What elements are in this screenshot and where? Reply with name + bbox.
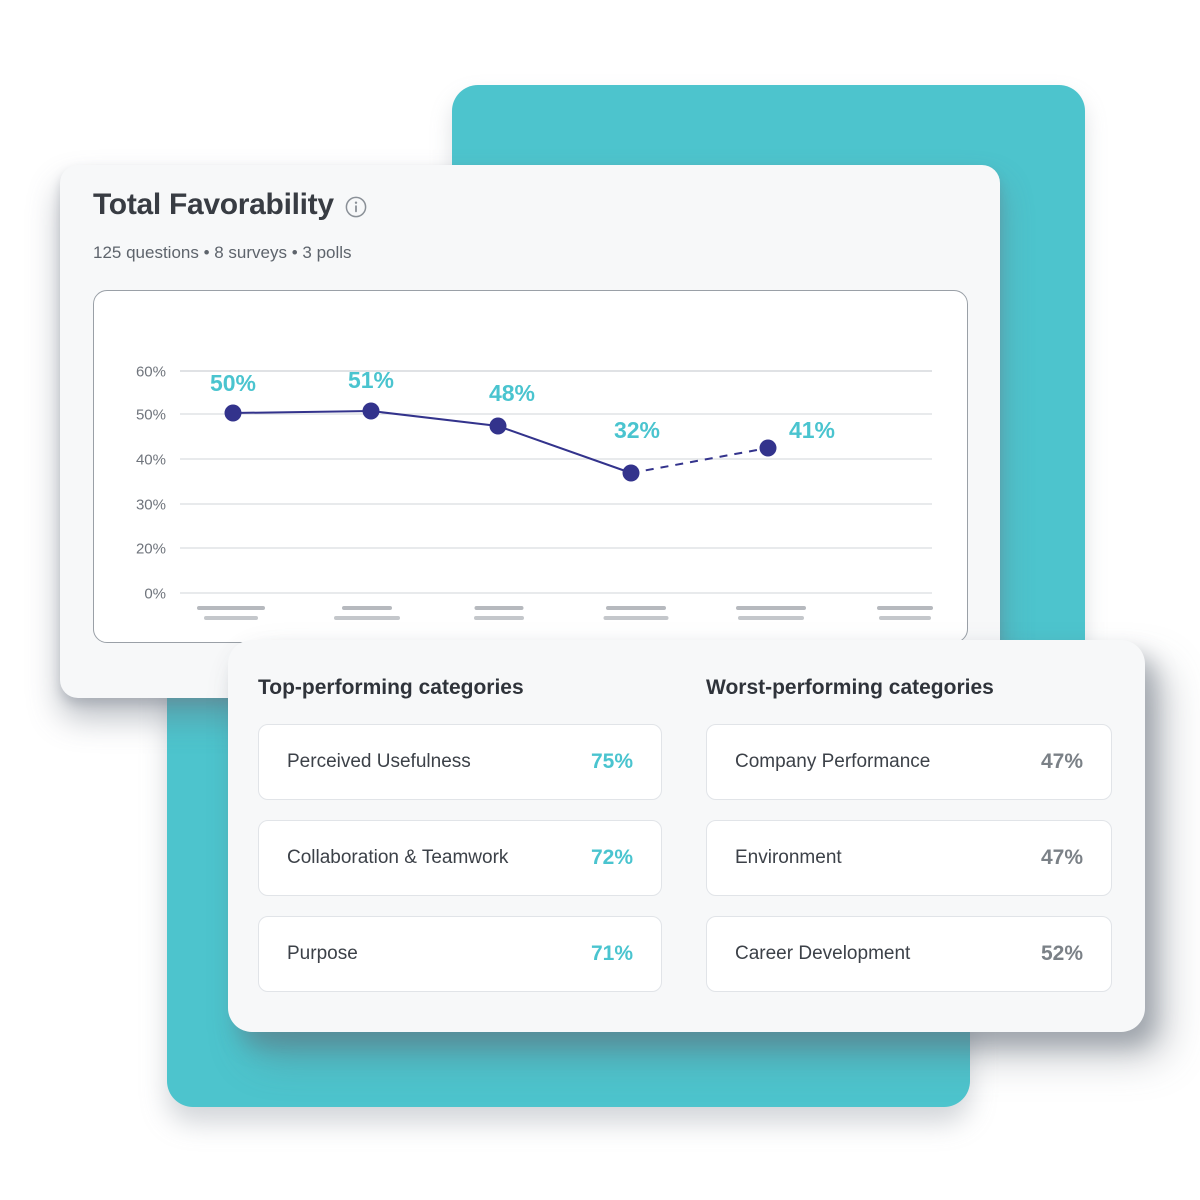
y-axis-tick-label: 40% <box>136 451 166 468</box>
page-title: Total Favorability <box>93 188 334 221</box>
trend-line-segment <box>232 410 372 414</box>
chart-point[interactable] <box>224 404 242 422</box>
category-row[interactable]: Company Performance 47% <box>706 724 1112 800</box>
category-label: Career Development <box>735 943 911 964</box>
worst-performing-heading: Worst-performing categories <box>706 676 994 699</box>
category-value: 52% <box>1040 942 1083 965</box>
card-header: Total Favorability <box>93 188 367 222</box>
chart-point[interactable] <box>622 464 640 482</box>
trend-line-segment <box>370 410 499 427</box>
category-row[interactable]: Perceived Usefulness 75% <box>258 724 662 800</box>
category-row[interactable]: Environment 47% <box>706 820 1112 896</box>
top-performing-heading: Top-performing categories <box>258 676 524 699</box>
total-favorability-card: Total Favorability 125 questions • 8 sur… <box>60 165 1000 698</box>
chart-point[interactable] <box>362 402 380 420</box>
category-label: Collaboration & Teamwork <box>287 847 509 868</box>
favorability-chart: 60% 50% 40% 30% 20% 0% 50% 51% 48% 32% 41% <box>93 290 968 643</box>
category-label: Company Performance <box>735 751 931 772</box>
survey-count-subtitle: 125 questions • 8 surveys • 3 polls <box>93 243 352 262</box>
category-row[interactable]: Career Development 52% <box>706 916 1112 992</box>
data-point-label: 51% <box>348 367 394 393</box>
y-axis-tick-label: 50% <box>136 406 166 423</box>
y-axis-tick-label: 60% <box>136 363 166 380</box>
y-axis-tick-label: 20% <box>136 540 166 557</box>
trend-line-segment <box>497 425 632 474</box>
y-axis-tick-label: 30% <box>136 496 166 513</box>
chart-point[interactable] <box>759 439 777 457</box>
category-value: 75% <box>590 750 633 773</box>
category-value: 72% <box>590 846 633 869</box>
data-point-label: 50% <box>210 370 256 396</box>
info-icon[interactable] <box>345 196 367 218</box>
favorability-line-chart: 60% 50% 40% 30% 20% 0% 50% 51% 48% 32% 41% <box>136 363 933 620</box>
chart-point[interactable] <box>489 417 507 435</box>
trend-line-segment <box>630 447 769 474</box>
y-axis-tick-label: 0% <box>144 585 166 602</box>
category-value: 47% <box>1040 846 1083 869</box>
category-label: Purpose <box>287 943 358 964</box>
category-value: 71% <box>590 942 633 965</box>
category-row[interactable]: Purpose 71% <box>258 916 662 992</box>
top-performing-column: Top-performing categories Perceived Usef… <box>258 676 662 1032</box>
category-row[interactable]: Collaboration & Teamwork 72% <box>258 820 662 896</box>
categories-card: Top-performing categories Perceived Usef… <box>228 640 1145 1032</box>
data-point-label: 48% <box>489 380 535 406</box>
data-point-label: 41% <box>789 417 835 443</box>
worst-performing-column: Worst-performing categories Company Perf… <box>706 676 1112 1032</box>
category-value: 47% <box>1040 750 1083 773</box>
category-label: Perceived Usefulness <box>287 751 471 772</box>
data-point-label: 32% <box>614 417 660 443</box>
category-label: Environment <box>735 847 842 868</box>
